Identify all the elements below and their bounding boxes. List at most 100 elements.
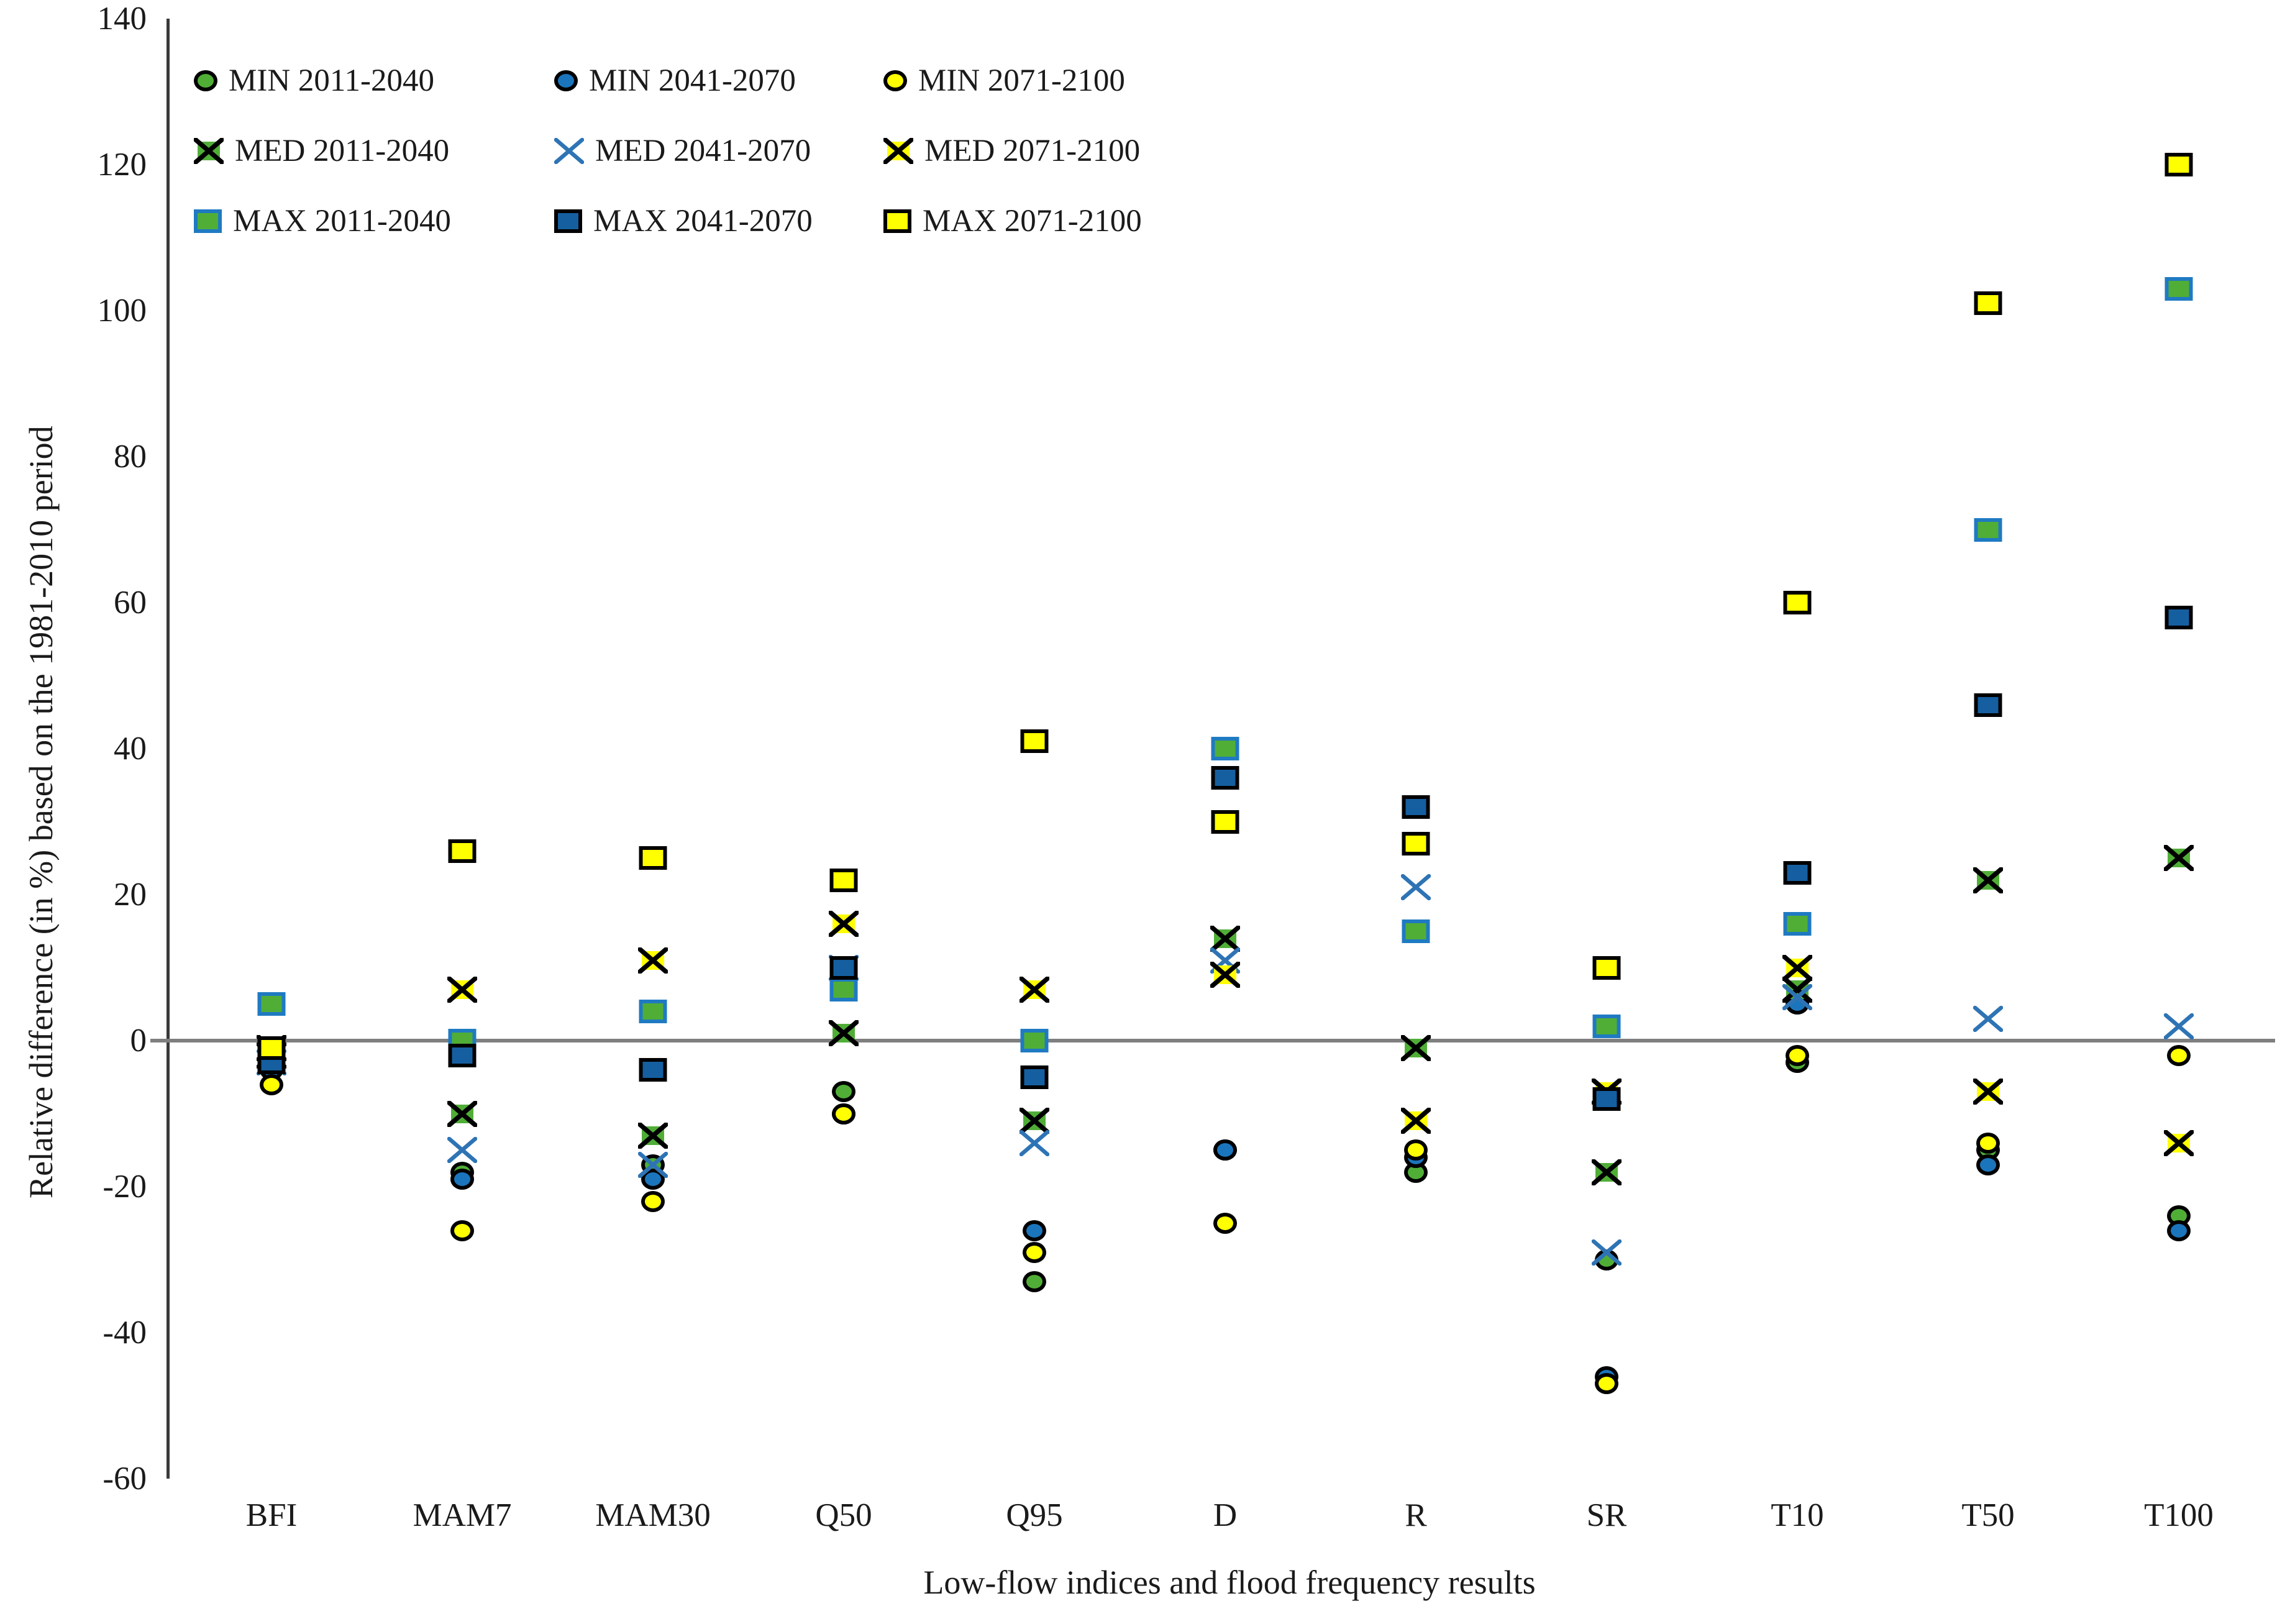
data-point-med-2041-2070-mam30 bbox=[638, 1151, 668, 1178]
min-2071-2100-circle-marker bbox=[883, 70, 907, 91]
legend-item-min-2011-2040: MIN 2011-2040 bbox=[194, 48, 434, 113]
data-point-min-2071-2100-t100 bbox=[2167, 1044, 2191, 1066]
y-tick-label: 120 bbox=[97, 147, 147, 183]
legend-label: MED 2041-2070 bbox=[595, 134, 811, 168]
data-point-max-2071-2100-sr bbox=[1592, 956, 1621, 980]
legend-item-max-2071-2100: MAX 2071-2100 bbox=[883, 189, 1142, 253]
legend-label: MAX 2041-2070 bbox=[593, 204, 813, 239]
data-point-med-2011-2040-mam7 bbox=[447, 1100, 477, 1127]
data-point-min-2071-2100-r bbox=[1404, 1139, 1428, 1161]
data-point-min-2011-2040-q50 bbox=[832, 1081, 855, 1103]
x-category-label: T100 bbox=[2144, 1497, 2214, 1533]
data-point-med-2071-2100-t10 bbox=[1782, 954, 1812, 981]
data-point-min-2071-2100-sr bbox=[1595, 1373, 1618, 1395]
y-tick-label: 60 bbox=[114, 585, 147, 621]
med-2011-2040-x-marker bbox=[194, 138, 224, 164]
data-point-max-2041-2070-q50 bbox=[829, 956, 858, 980]
legend-item-med-2071-2100: MED 2071-2100 bbox=[883, 119, 1140, 183]
data-point-med-2011-2040-r bbox=[1401, 1034, 1431, 1061]
y-tick-label: 80 bbox=[114, 439, 147, 475]
data-point-max-2071-2100-d bbox=[1211, 810, 1239, 834]
x-category-label: MAM30 bbox=[595, 1497, 711, 1533]
data-point-min-2041-2070-t100 bbox=[2167, 1220, 2191, 1241]
legend-item-min-2041-2070: MIN 2041-2070 bbox=[554, 48, 796, 113]
data-point-med-2011-2040-sr bbox=[1592, 1159, 1622, 1185]
data-point-max-2041-2070-mam7 bbox=[448, 1043, 477, 1067]
x-category-label: R bbox=[1405, 1497, 1427, 1533]
y-axis-line bbox=[167, 19, 170, 1479]
data-point-min-2071-2100-q50 bbox=[832, 1103, 855, 1124]
data-point-min-2071-2100-mam7 bbox=[450, 1220, 474, 1241]
legend-item-med-2041-2070: MED 2041-2070 bbox=[554, 119, 811, 183]
data-point-med-2071-2100-q95 bbox=[1020, 976, 1049, 1003]
data-point-min-2071-2100-t50 bbox=[1976, 1132, 2000, 1154]
x-category-label: T10 bbox=[1771, 1497, 1824, 1533]
data-point-max-2041-2070-mam30 bbox=[639, 1058, 667, 1082]
data-point-min-2071-2100-bfi bbox=[260, 1074, 283, 1095]
y-axis-title: Relative difference (in %) based on the … bbox=[22, 426, 60, 1198]
data-point-min-2011-2040-q95 bbox=[1023, 1270, 1046, 1292]
data-point-max-2071-2100-q50 bbox=[829, 868, 858, 892]
data-point-max-2041-2070-sr bbox=[1592, 1087, 1621, 1111]
legend-label: MAX 2011-2040 bbox=[233, 204, 451, 239]
y-tick-label: 140 bbox=[97, 1, 147, 37]
data-point-med-2071-2100-r bbox=[1401, 1108, 1431, 1134]
data-point-med-2071-2100-q50 bbox=[829, 911, 859, 937]
data-point-med-2011-2040-q95 bbox=[1020, 1108, 1049, 1134]
data-point-max-2011-2040-d bbox=[1211, 737, 1239, 760]
data-point-min-2041-2070-mam7 bbox=[450, 1169, 474, 1190]
data-point-med-2071-2100-t100 bbox=[2164, 1129, 2194, 1156]
y-tick-label: 100 bbox=[97, 293, 147, 329]
data-point-med-2041-2070-q95 bbox=[1020, 1129, 1049, 1156]
legend-label: MIN 2071-2100 bbox=[918, 63, 1125, 98]
data-point-min-2041-2070-t50 bbox=[1976, 1154, 2000, 1175]
data-point-med-2071-2100-mam30 bbox=[638, 947, 668, 974]
y-tick-label: -40 bbox=[103, 1315, 147, 1351]
data-point-min-2071-2100-q95 bbox=[1023, 1241, 1046, 1263]
data-point-med-2071-2100-mam7 bbox=[447, 976, 477, 1003]
x-category-label: D bbox=[1213, 1497, 1238, 1533]
data-point-max-2041-2070-d bbox=[1211, 766, 1239, 790]
data-point-med-2041-2070-t100 bbox=[2164, 1013, 2194, 1039]
data-point-max-2041-2070-t100 bbox=[2165, 605, 2193, 629]
min-2041-2070-circle-marker bbox=[554, 70, 578, 91]
data-point-med-2041-2070-mam7 bbox=[447, 1137, 477, 1164]
max-2011-2040-square-marker bbox=[194, 209, 222, 233]
min-2011-2040-circle-marker bbox=[194, 70, 217, 91]
x-category-label: SR bbox=[1586, 1497, 1627, 1533]
data-point-med-2011-2040-t50 bbox=[1973, 867, 2003, 893]
data-point-max-2071-2100-t50 bbox=[1974, 291, 2002, 316]
data-point-min-2071-2100-mam30 bbox=[641, 1190, 665, 1212]
data-point-med-2041-2070-t10 bbox=[1782, 983, 1812, 1010]
data-point-max-2011-2040-q95 bbox=[1020, 1029, 1049, 1052]
legend-item-max-2041-2070: MAX 2041-2070 bbox=[554, 189, 813, 253]
data-point-max-2071-2100-t100 bbox=[2165, 153, 2193, 176]
data-point-max-2011-2040-t100 bbox=[2165, 276, 2193, 301]
legend-label: MAX 2071-2100 bbox=[923, 204, 1142, 239]
max-2041-2070-square-marker bbox=[554, 209, 582, 233]
data-point-med-2071-2100-t50 bbox=[1973, 1079, 2003, 1105]
legend-label: MED 2071-2100 bbox=[924, 134, 1141, 168]
x-category-label: T50 bbox=[1961, 1497, 2015, 1533]
x-category-label: MAM7 bbox=[413, 1497, 512, 1533]
data-point-med-2011-2040-t100 bbox=[2164, 845, 2194, 872]
data-point-max-2071-2100-q95 bbox=[1020, 729, 1049, 754]
data-point-med-2041-2070-sr bbox=[1592, 1239, 1622, 1266]
data-point-max-2041-2070-t50 bbox=[1974, 693, 2002, 717]
data-point-max-2041-2070-r bbox=[1402, 795, 1430, 819]
data-point-max-2041-2070-t10 bbox=[1783, 860, 1812, 885]
data-point-max-2011-2040-bfi bbox=[257, 992, 286, 1016]
data-point-max-2011-2040-t10 bbox=[1783, 912, 1812, 936]
data-point-max-2011-2040-t50 bbox=[1974, 518, 2002, 542]
x-category-label: BFI bbox=[245, 1497, 298, 1533]
legend-item-med-2011-2040: MED 2011-2040 bbox=[194, 119, 449, 183]
legend-item-max-2011-2040: MAX 2011-2040 bbox=[194, 189, 451, 253]
legend-label: MIN 2011-2040 bbox=[229, 63, 435, 98]
y-tick-label: 40 bbox=[114, 731, 147, 767]
max-2071-2100-square-marker bbox=[883, 209, 911, 233]
data-point-max-2071-2100-t10 bbox=[1783, 591, 1812, 614]
legend-item-min-2071-2100: MIN 2071-2100 bbox=[883, 48, 1125, 113]
y-tick-label: 0 bbox=[130, 1023, 147, 1059]
data-point-med-2041-2070-r bbox=[1401, 874, 1431, 901]
